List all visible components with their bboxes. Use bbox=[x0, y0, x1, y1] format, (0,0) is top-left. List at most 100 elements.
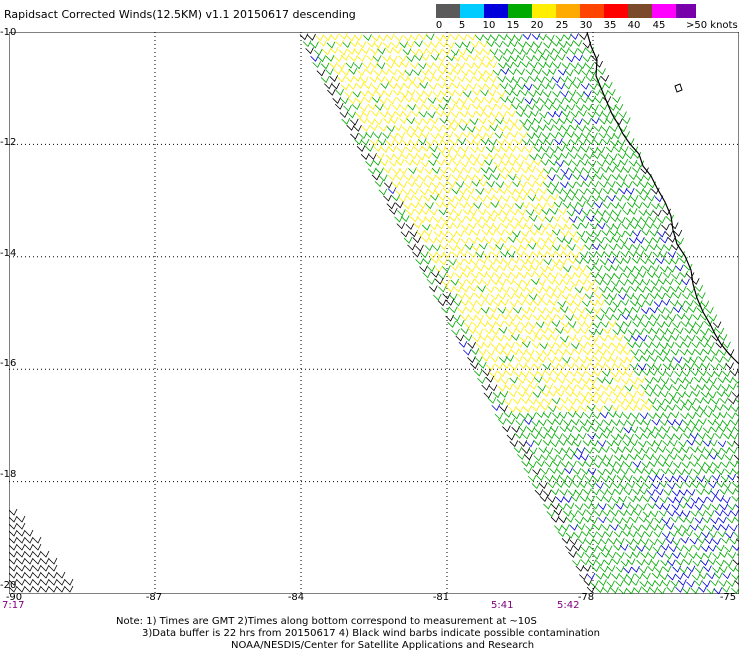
wind-barb bbox=[432, 74, 442, 82]
wind-barb bbox=[563, 173, 573, 181]
wind-barb bbox=[520, 370, 530, 378]
lon-label-1: -87 bbox=[145, 592, 163, 603]
wind-barb bbox=[703, 551, 712, 559]
wind-barb bbox=[670, 411, 680, 419]
wind-barb bbox=[711, 474, 721, 482]
wind-barb bbox=[444, 222, 454, 230]
wind-barb bbox=[621, 516, 631, 524]
wind-barb bbox=[386, 33, 395, 41]
wind-barb bbox=[576, 397, 586, 405]
wind-barb bbox=[310, 41, 319, 49]
wind-barb bbox=[582, 300, 591, 307]
wind-barb bbox=[478, 271, 488, 278]
wind-barb bbox=[508, 314, 517, 322]
wind-barb bbox=[706, 433, 715, 440]
wind-barb bbox=[501, 362, 511, 369]
wind-barb bbox=[488, 384, 498, 392]
wind-barb bbox=[467, 326, 477, 334]
wind-barb bbox=[596, 531, 606, 539]
wind-barb bbox=[540, 223, 550, 230]
wind-barb bbox=[514, 188, 524, 195]
wind-barb bbox=[447, 180, 457, 188]
wind-barb bbox=[675, 237, 684, 245]
wind-barb bbox=[468, 299, 477, 307]
wind-barb bbox=[528, 398, 538, 405]
wind-barb bbox=[569, 202, 578, 210]
wind-barb bbox=[371, 96, 381, 104]
wind-barb bbox=[633, 355, 643, 362]
wind-barb bbox=[375, 152, 385, 160]
lat-label-0: -10 bbox=[0, 27, 17, 38]
wind-barb bbox=[547, 356, 556, 364]
wind-barb bbox=[454, 41, 464, 49]
wind-barb bbox=[614, 411, 624, 419]
wind-barb bbox=[526, 103, 536, 111]
wind-barb bbox=[545, 291, 555, 299]
wind-barb bbox=[582, 439, 592, 447]
wind-barb bbox=[696, 475, 706, 483]
wind-barb bbox=[583, 333, 593, 341]
wind-barb bbox=[543, 258, 553, 266]
wind-barb bbox=[673, 292, 682, 299]
wind-barb bbox=[410, 33, 419, 41]
wind-barb bbox=[529, 47, 539, 55]
wind-barb bbox=[345, 75, 355, 83]
wind-barb bbox=[643, 251, 653, 259]
wind-barb bbox=[677, 529, 686, 537]
wind-barb bbox=[507, 188, 516, 196]
wind-barb bbox=[509, 40, 519, 48]
wind-barb bbox=[573, 314, 582, 321]
wind-barb bbox=[669, 222, 679, 230]
wind-barb bbox=[558, 516, 568, 524]
wind-barb bbox=[658, 354, 667, 362]
wind-barb bbox=[485, 222, 495, 230]
wind-barb bbox=[530, 125, 540, 133]
wind-barb bbox=[480, 166, 490, 174]
wind-barb bbox=[499, 405, 508, 413]
wind-barb bbox=[550, 440, 559, 448]
wind-barb bbox=[587, 279, 596, 286]
wind-barb bbox=[551, 258, 561, 266]
wind-barb bbox=[607, 165, 617, 173]
wind-barb bbox=[617, 139, 626, 146]
wind-barb bbox=[569, 152, 578, 160]
wind-barb bbox=[641, 586, 651, 594]
wind-barb bbox=[668, 545, 678, 553]
wind-barb bbox=[575, 104, 585, 111]
wind-barb bbox=[488, 61, 498, 69]
wind-barb bbox=[599, 411, 609, 419]
wind-barb bbox=[577, 370, 586, 378]
wind-barb bbox=[415, 258, 424, 265]
wind-barb bbox=[606, 516, 615, 524]
wind-barb bbox=[629, 453, 638, 461]
wind-barb bbox=[566, 55, 575, 63]
wind-barb bbox=[689, 460, 699, 468]
wind-barb bbox=[681, 461, 691, 469]
wind-barb bbox=[578, 188, 588, 195]
wind-barb bbox=[602, 174, 612, 182]
wind-barb bbox=[599, 565, 609, 573]
wind-barb bbox=[620, 250, 629, 258]
wind-barb bbox=[641, 229, 650, 236]
wind-barb bbox=[538, 33, 547, 41]
wind-barb bbox=[719, 488, 728, 495]
wind-barb bbox=[525, 209, 535, 217]
wind-barb bbox=[413, 145, 423, 153]
wind-barb bbox=[615, 321, 624, 329]
wind-barb bbox=[612, 313, 622, 321]
wind-barb bbox=[531, 97, 541, 104]
wind-barb bbox=[353, 48, 363, 55]
wind-barb bbox=[625, 229, 634, 237]
wind-barb bbox=[370, 109, 380, 117]
wind-barb bbox=[643, 174, 652, 181]
wind-barb bbox=[672, 565, 681, 573]
wind-barb bbox=[323, 34, 332, 41]
wind-barb bbox=[629, 503, 639, 511]
wind-barb bbox=[502, 425, 511, 433]
wind-barb bbox=[339, 111, 349, 119]
wind-barb bbox=[693, 454, 702, 462]
wind-barb bbox=[491, 186, 501, 194]
wind-barb bbox=[430, 41, 440, 49]
wind-barb bbox=[621, 313, 630, 321]
wind-barb bbox=[437, 55, 446, 63]
